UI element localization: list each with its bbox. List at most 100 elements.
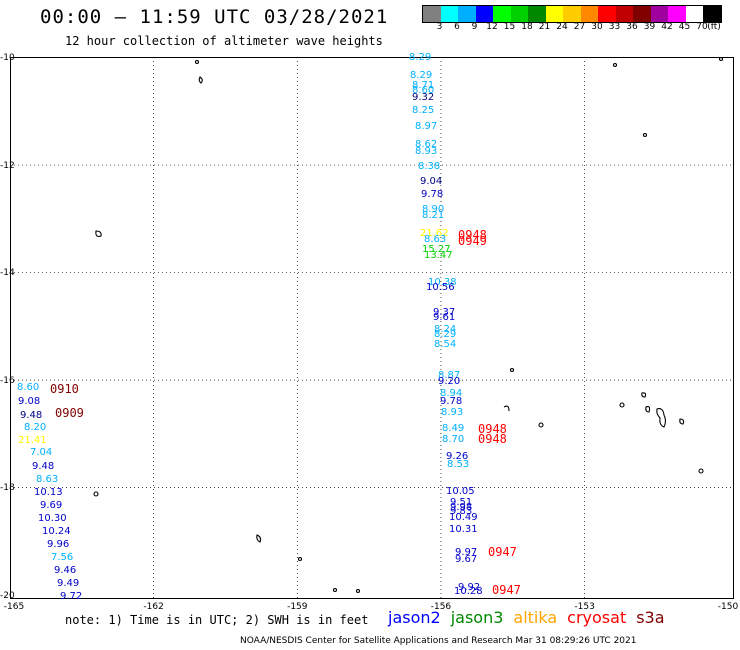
wave-height-value: 8.90 — [422, 204, 445, 215]
longitude-label: -156 — [430, 602, 452, 612]
color-swatch — [668, 6, 686, 22]
color-scale-bar — [422, 5, 722, 23]
wave-height-value: 10.38 — [428, 277, 457, 288]
wave-height-value: 10.56 — [426, 282, 455, 293]
color-swatch — [493, 6, 511, 22]
wave-height-value: 7.04 — [30, 447, 53, 458]
color-scale-label: 3 — [436, 22, 443, 32]
wave-height-value: 8.38 — [418, 161, 441, 172]
island-outline — [612, 62, 618, 68]
latitude-label: -16 — [0, 375, 15, 386]
wave-height-value: 8.49 — [442, 423, 465, 434]
pass-time-label: 0948 — [478, 432, 507, 446]
wave-height-value: 8.71 — [412, 80, 435, 91]
longitude-label: -165 — [3, 602, 25, 612]
wave-height-value: 9.49 — [57, 578, 80, 589]
map-plot-area — [10, 57, 734, 599]
wave-height-value: 9.98 — [450, 502, 473, 513]
latitude-label: -14 — [0, 268, 15, 279]
pass-time-label: 0947 — [492, 583, 521, 597]
latitude-label: -10 — [0, 53, 15, 63]
island-outline — [194, 59, 200, 65]
pass-time-label: 0947 — [488, 545, 517, 559]
color-scale-labels: 3 6 9 12 15 18 21 24 27 30 33 36 39 42 45 70 (ft) — [422, 22, 740, 34]
wave-height-value: 8.21 — [422, 210, 445, 221]
pass-time-label: 0948 — [478, 422, 507, 436]
wave-height-value: 21.62 — [420, 228, 449, 239]
wave-height-value: 9.78 — [440, 396, 463, 407]
wave-height-value: 9.67 — [455, 554, 478, 565]
wave-height-value: 13.47 — [424, 250, 453, 261]
island-outline — [642, 132, 648, 138]
color-scale-label: 15 — [503, 22, 516, 32]
island-outline — [332, 587, 338, 593]
color-scale-label: 45 — [678, 22, 691, 32]
color-swatch — [545, 6, 563, 22]
color-swatch — [563, 6, 581, 22]
pass-time-label: 0909 — [55, 406, 84, 420]
color-swatch — [685, 6, 703, 22]
color-scale-label: 36 — [626, 22, 638, 32]
wave-height-value: 8.53 — [447, 459, 470, 470]
color-swatch — [423, 6, 441, 22]
legend-item-jason3: jason3 — [450, 608, 504, 627]
island-outline — [256, 534, 262, 543]
wave-height-value: 9.08 — [18, 396, 41, 407]
color-scale-label: 39 — [643, 22, 656, 32]
wave-height-value: 10.13 — [34, 487, 63, 498]
legend-item-cryosat: cryosat — [567, 608, 627, 627]
color-scale-label: 33 — [608, 22, 621, 32]
wave-height-value: 9.04 — [420, 176, 443, 187]
wave-height-value: 9.92 — [458, 582, 481, 593]
color-swatch — [458, 6, 476, 22]
wave-height-value: 9.46 — [54, 565, 77, 576]
color-scale-label: 24 — [556, 22, 568, 32]
wave-height-value: 8.94 — [440, 388, 463, 399]
island-outline — [509, 367, 515, 373]
island-outline — [198, 76, 203, 84]
wave-height-value: 8.87 — [438, 370, 461, 381]
pass-time-label: 0910 — [50, 382, 79, 396]
island-outline — [641, 392, 647, 398]
wave-height-value: 10.05 — [446, 486, 475, 497]
wave-height-value: 8.93 — [415, 146, 438, 157]
pass-time-label: 0948 — [458, 228, 487, 242]
wave-height-value: 8.25 — [412, 105, 435, 116]
color-swatch — [598, 6, 616, 22]
color-scale-label: (ft) — [707, 22, 721, 32]
longitude-label: -159 — [287, 602, 308, 612]
latitude-label: -18 — [0, 483, 15, 494]
wave-height-value: 21.41 — [18, 435, 47, 446]
island-outline — [339, 597, 343, 599]
latitude-label: -20 — [0, 590, 15, 601]
color-scale-label: 9 — [471, 22, 478, 32]
wave-height-value: 9.48 — [20, 410, 43, 421]
color-swatch — [580, 6, 598, 22]
wave-height-value: 8.70 — [442, 434, 465, 445]
color-scale-label: 27 — [573, 22, 586, 32]
wave-height-value: 10.28 — [454, 586, 483, 597]
island-outline — [645, 406, 651, 413]
island-outline — [656, 408, 667, 428]
plot-frame — [10, 57, 734, 599]
wave-height-value: 9.61 — [433, 312, 456, 323]
wave-height-value: 8.97 — [415, 121, 438, 132]
latitude-label: -12 — [0, 160, 15, 171]
island-outline — [95, 230, 102, 237]
color-swatch — [703, 6, 721, 22]
wave-height-value: 9.72 — [60, 591, 83, 602]
wave-height-value: 8.29 — [410, 70, 433, 81]
island-outline — [619, 402, 625, 408]
wave-height-value: 9.20 — [438, 376, 461, 387]
wave-height-value: 8.93 — [441, 407, 464, 418]
wave-height-value: 9.48 — [32, 461, 55, 472]
wave-height-value: 8.54 — [434, 339, 457, 350]
wave-height-value: 10.30 — [38, 513, 67, 524]
color-scale-label: 12 — [486, 22, 498, 32]
color-swatch — [633, 6, 651, 22]
island-outlines — [93, 57, 724, 599]
legend-item-altika: altika — [513, 608, 558, 627]
island-outline — [538, 422, 544, 428]
wave-height-value: 15.27 — [422, 244, 451, 255]
wave-height-value: 10.49 — [449, 512, 478, 523]
